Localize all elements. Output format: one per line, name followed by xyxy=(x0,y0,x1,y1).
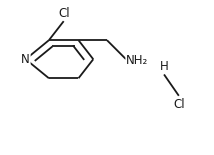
Text: Cl: Cl xyxy=(58,7,70,20)
Text: H: H xyxy=(160,60,168,73)
Text: NH₂: NH₂ xyxy=(126,54,148,67)
Text: N: N xyxy=(21,53,30,66)
Text: Cl: Cl xyxy=(173,98,185,111)
